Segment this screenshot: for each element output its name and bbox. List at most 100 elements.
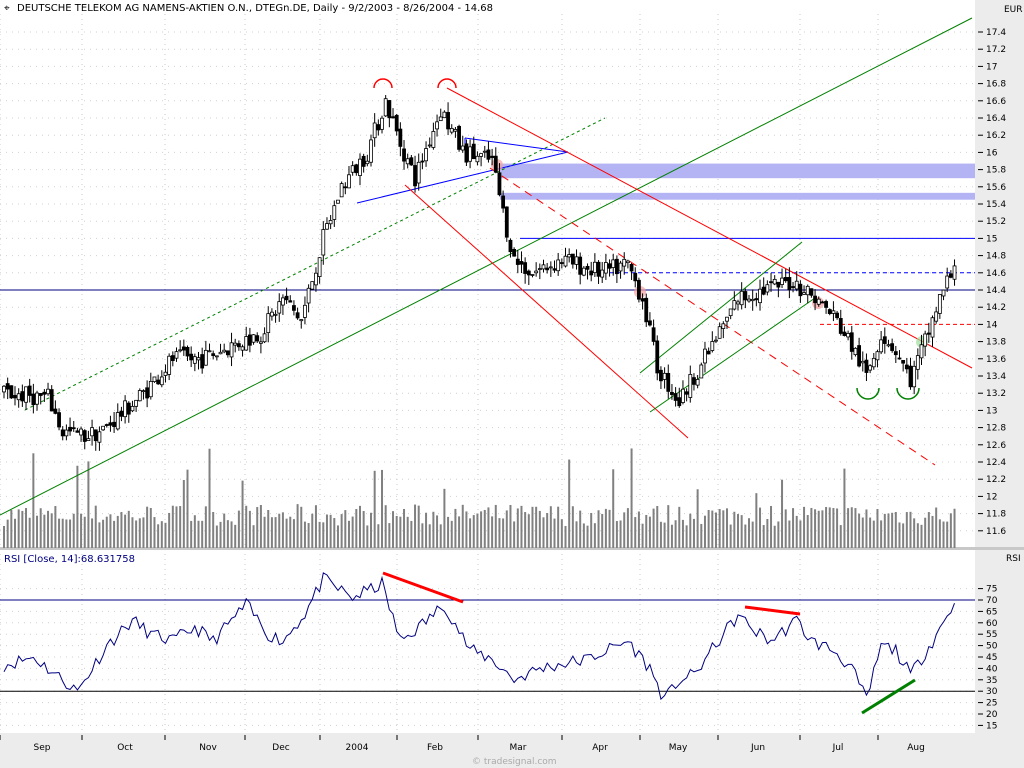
volume-bar (916, 523, 919, 548)
volume-bar (417, 505, 420, 548)
candle-body (31, 393, 36, 406)
volume-bar (737, 514, 739, 548)
candle-body (747, 298, 751, 302)
candle-body (251, 334, 256, 343)
volume-bar (696, 489, 699, 548)
volume-bar (403, 508, 406, 548)
bottom-arc-1 (856, 387, 880, 400)
price-tick-label: 17.4 (986, 28, 1006, 38)
volume-bar (285, 518, 288, 548)
candle-body (849, 332, 854, 352)
candle-body (548, 266, 553, 269)
volume-bar (542, 517, 545, 548)
candle-body (277, 301, 282, 314)
volume-bar (689, 513, 692, 548)
volume-bar (237, 510, 240, 548)
volume-bar (637, 511, 640, 548)
volume-bar (659, 521, 662, 548)
volume-bar (663, 522, 666, 548)
volume-bar (630, 448, 633, 548)
volume-bar (138, 518, 141, 548)
price-tick-label: 14.4 (986, 286, 1006, 296)
candle-body (519, 261, 524, 265)
volume-bar (902, 523, 905, 548)
volume-bar (465, 511, 468, 548)
volume-bar (832, 508, 835, 548)
volume-bar (149, 507, 152, 548)
volume-bar (443, 488, 446, 548)
price-tick-label: 13.6 (986, 355, 1006, 365)
candle-body (152, 376, 157, 383)
candle-body (765, 284, 770, 293)
candle-body (303, 304, 307, 318)
volume-bar (131, 517, 134, 548)
volume-bar (72, 513, 75, 548)
candle-body (655, 340, 660, 374)
price-tick-label: 13.8 (986, 338, 1006, 348)
candle-body (798, 283, 803, 297)
volume-bar (656, 506, 659, 548)
volume-bar (32, 453, 35, 548)
volume-bar (652, 508, 655, 548)
candle-body (780, 277, 784, 285)
volume-bar (480, 511, 483, 548)
price-tick-label: 12.2 (986, 475, 1006, 485)
volume-bar (557, 506, 560, 548)
volume-bar (311, 513, 314, 548)
candle-body (651, 327, 656, 342)
volume-bar (924, 517, 927, 548)
volume-bar (531, 506, 534, 548)
volume-bar (263, 516, 266, 548)
volume-bar (472, 515, 475, 548)
volume-bar (953, 508, 956, 548)
volume-bar (381, 469, 384, 548)
candle-body (273, 313, 278, 316)
volume-bar (76, 465, 79, 548)
candle-body (629, 263, 634, 272)
pin-icon[interactable]: ⌖ (4, 3, 10, 14)
volume-bar (146, 506, 149, 548)
candle-body (508, 239, 513, 253)
volume-bar (938, 519, 941, 548)
price-tick-label: 16.8 (986, 80, 1006, 90)
volume-bar (223, 513, 226, 548)
candle-body (207, 350, 212, 353)
time-tick-label: Jun (750, 743, 765, 753)
candle-body (262, 333, 267, 343)
volume-bar (28, 517, 31, 548)
rsi-title: RSI [Close, 14]:68.631758 (4, 554, 135, 565)
volume-bar (714, 512, 717, 548)
volume-bar (127, 510, 130, 548)
candle-body (27, 385, 32, 396)
volume-bar (612, 469, 615, 548)
candle-body (545, 267, 550, 271)
candle-body (93, 429, 98, 442)
candle-body (288, 300, 293, 303)
candle-body (923, 333, 928, 347)
volume-bar (615, 521, 618, 548)
volume-bar (168, 512, 171, 548)
candle-body (233, 342, 238, 346)
candle-body (626, 260, 630, 264)
volume-bar (300, 506, 303, 548)
candle-body (284, 295, 289, 301)
volume-bar (674, 520, 677, 548)
candle-body (167, 355, 172, 375)
volume-bar (461, 504, 464, 548)
volume-bar (678, 506, 681, 548)
volume-bar (329, 514, 332, 548)
candle-body (530, 274, 535, 276)
candle-body (170, 355, 175, 362)
candle-body (882, 336, 887, 344)
volume-bar (865, 509, 868, 548)
candle-body (471, 143, 476, 160)
rsi-line (3, 572, 955, 701)
volume-bar (193, 515, 196, 548)
price-tick-label: 14.8 (986, 252, 1006, 262)
candle-body (871, 357, 876, 368)
volume-bar (105, 516, 108, 548)
volume-bar (949, 513, 952, 548)
candle-body (567, 254, 572, 258)
